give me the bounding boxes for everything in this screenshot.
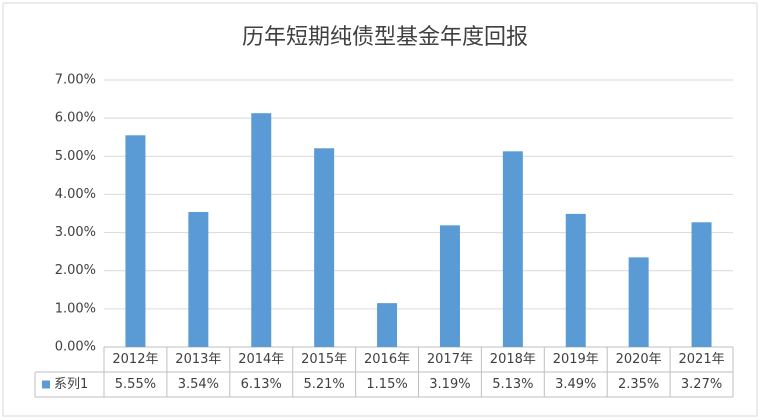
bar: [188, 211, 209, 347]
legend-label: 系列1: [54, 377, 88, 392]
x-tick-label: 2014年: [238, 352, 284, 367]
table-value: 2.35%: [618, 377, 659, 392]
table-value: 5.21%: [303, 377, 344, 392]
bar: [565, 213, 586, 347]
table-value: 5.55%: [115, 377, 156, 392]
x-tick-label: 2020年: [616, 352, 662, 367]
table-value: 1.15%: [366, 377, 407, 392]
table-value: 3.27%: [681, 377, 722, 392]
table-value: 5.13%: [492, 377, 533, 392]
bar: [502, 151, 523, 347]
y-tick-label: 2.00%: [55, 263, 96, 278]
y-tick-label: 3.00%: [55, 225, 96, 240]
y-tick-label: 7.00%: [55, 73, 96, 88]
table-value: 3.49%: [555, 377, 596, 392]
bar: [377, 303, 398, 347]
chart-title: 历年短期纯债型基金年度回报: [242, 25, 528, 50]
y-tick-label: 4.00%: [55, 187, 96, 202]
x-tick-label: 2018年: [490, 352, 536, 367]
bar: [628, 257, 649, 347]
y-tick-label: 0.00%: [55, 340, 96, 355]
y-tick-label: 5.00%: [55, 149, 96, 164]
x-tick-label: 2017年: [427, 352, 473, 367]
x-tick-label: 2019年: [553, 352, 599, 367]
x-tick-label: 2021年: [679, 352, 725, 367]
bar: [691, 222, 712, 347]
x-tick-label: 2012年: [112, 352, 158, 367]
table-value: 3.19%: [429, 377, 470, 392]
y-tick-label: 1.00%: [55, 301, 96, 316]
bar: [314, 148, 335, 347]
x-tick-label: 2015年: [301, 352, 347, 367]
legend-key: [42, 380, 50, 389]
x-tick-label: 2016年: [364, 352, 410, 367]
bar: [251, 113, 272, 347]
table-value: 3.54%: [178, 377, 219, 392]
bar: [439, 225, 460, 347]
y-tick-label: 6.00%: [55, 111, 96, 126]
table-value: 6.13%: [241, 377, 282, 392]
bar: [125, 135, 146, 347]
x-tick-label: 2013年: [175, 352, 221, 367]
